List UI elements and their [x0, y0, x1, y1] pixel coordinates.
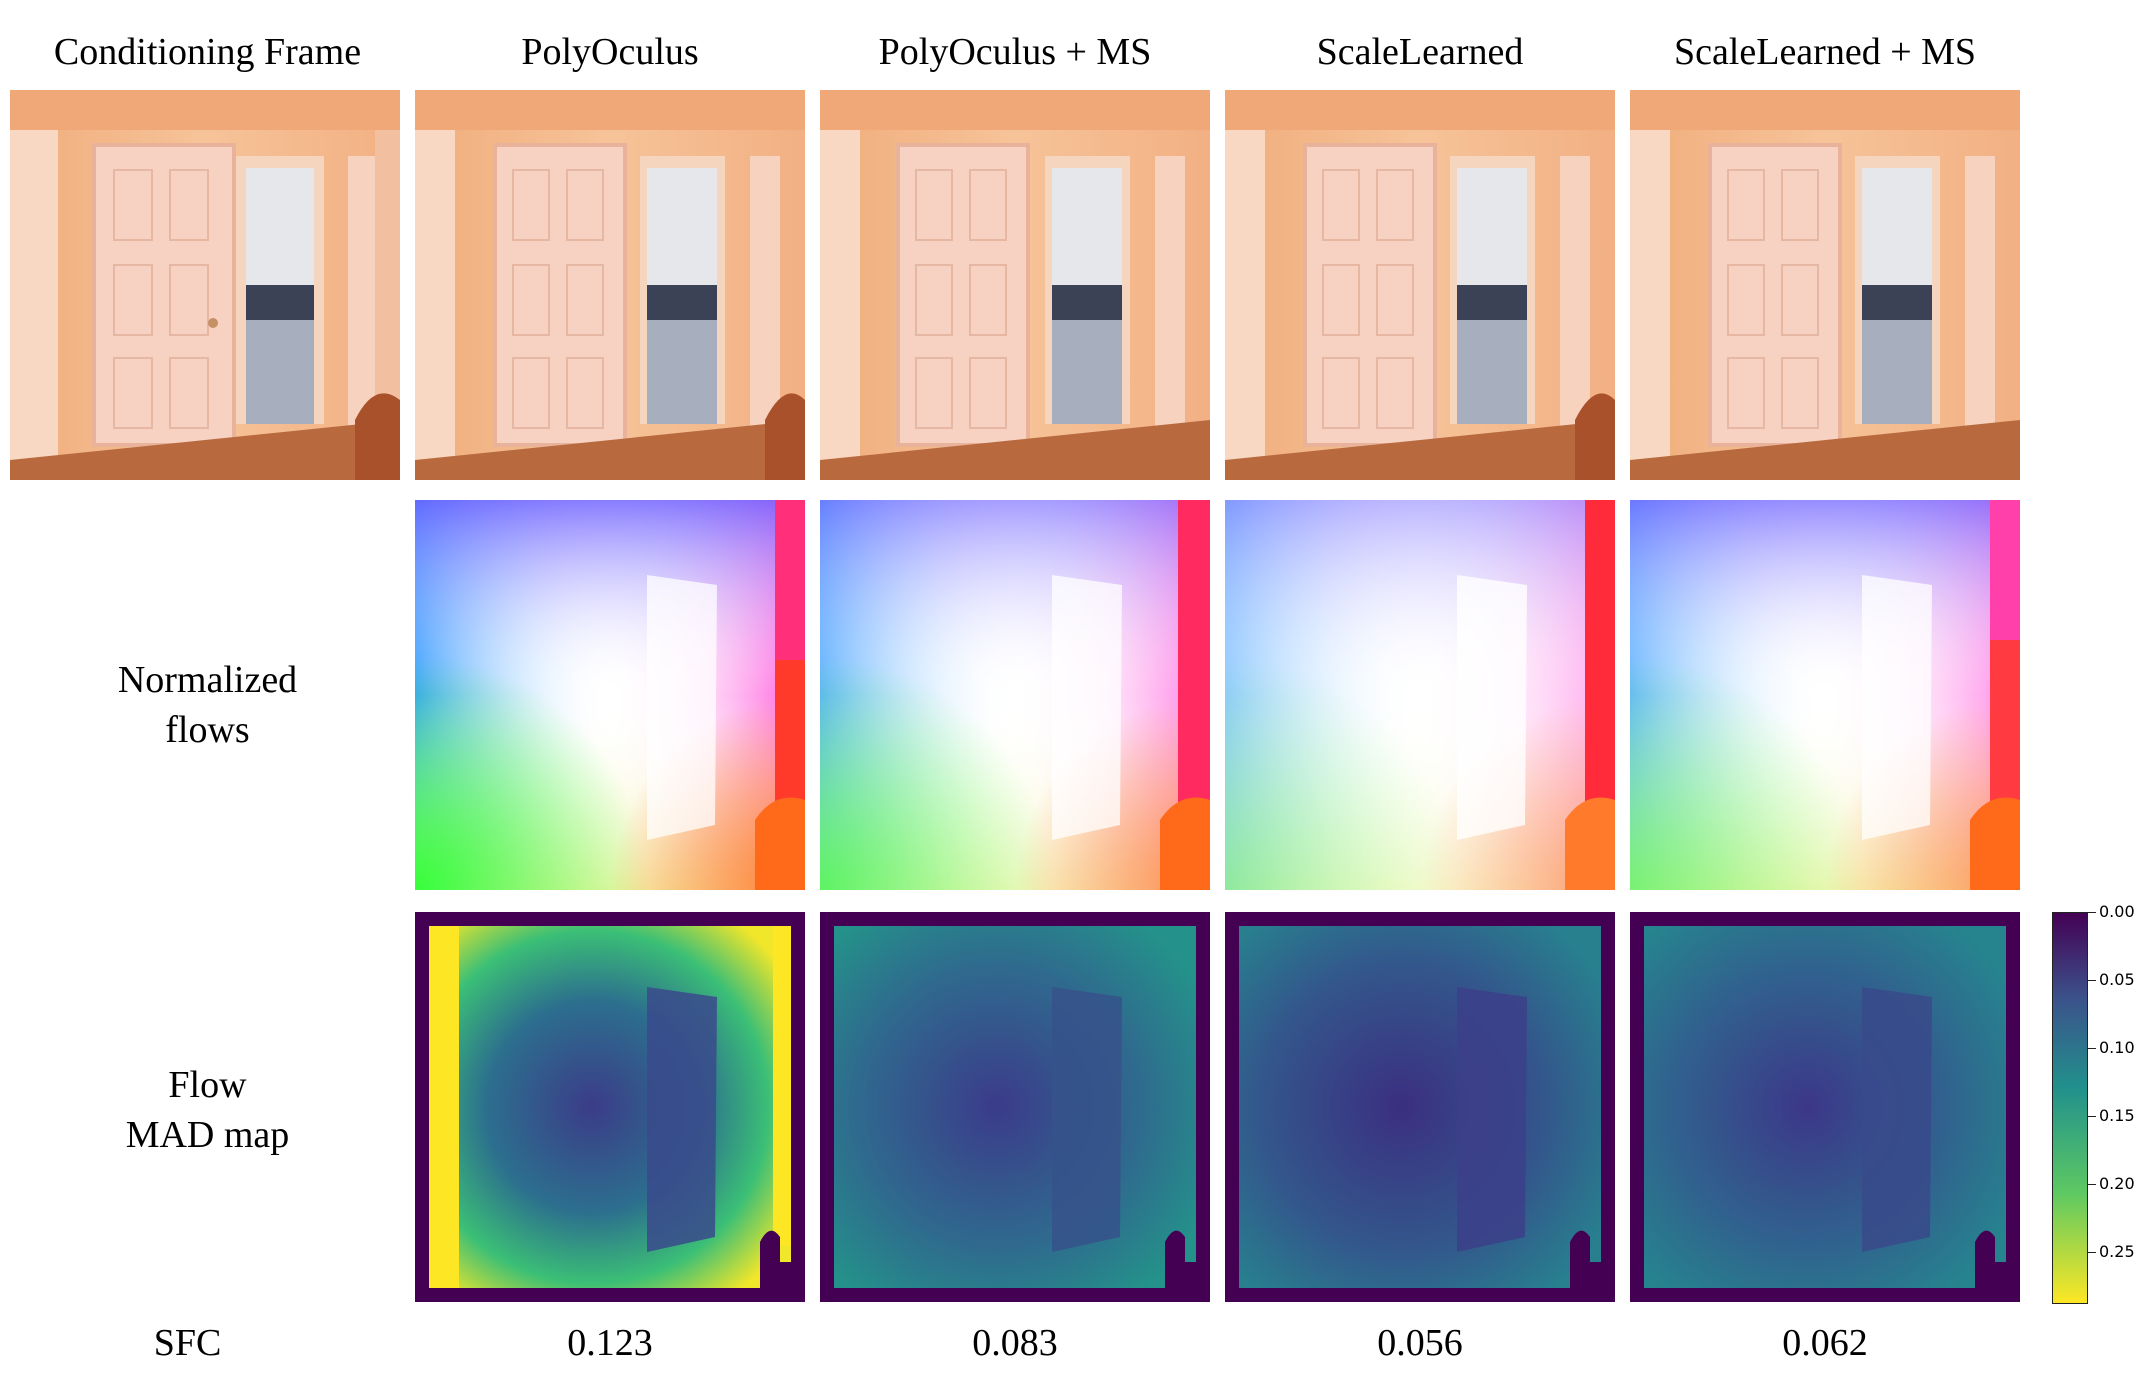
colorbar-tick	[2088, 1184, 2096, 1185]
sfc-polyoculus-ms: 0.083	[972, 1322, 1058, 1364]
header-scalelearned: ScaleLearned	[1316, 31, 1524, 73]
row-label-flows-line1: Normalized	[117, 659, 298, 701]
header-conditioning-frame: Conditioning Frame	[53, 31, 362, 73]
sfc-polyoculus: 0.123	[567, 1322, 653, 1364]
colorbar-tick-label: 0.10	[2099, 1038, 2135, 1057]
colorbar-tick	[2088, 980, 2096, 981]
sfc-scalelearned-ms: 0.062	[1782, 1322, 1868, 1364]
scalelearned-ms-frame-image	[1630, 90, 2020, 480]
colorbar-tick-label: 0.20	[2099, 1174, 2135, 1193]
row-label-flow-mad-map: Flow MAD map	[10, 1060, 405, 1160]
row-label-flows-line2: flows	[165, 709, 250, 751]
scalelearned-ms-flow-image	[1630, 500, 2020, 890]
colorbar-tick-label: 0.05	[2099, 970, 2135, 989]
polyoculus-mad-map	[415, 912, 805, 1302]
colorbar-tick	[2088, 912, 2096, 913]
scalelearned-frame-image	[1225, 90, 1615, 480]
colorbar-tick	[2088, 1048, 2096, 1049]
polyoculus-ms-mad-map	[820, 912, 1210, 1302]
polyoculus-ms-frame-image	[820, 90, 1210, 480]
colorbar-tick-label: 0.00	[2099, 902, 2135, 921]
row-label-mad-line1: Flow	[168, 1064, 247, 1106]
mad-colorbar	[2052, 912, 2088, 1304]
polyoculus-flow-image	[415, 500, 805, 890]
header-scalelearned-ms: ScaleLearned + MS	[1673, 31, 1977, 73]
header-polyoculus-ms: PolyOculus + MS	[878, 31, 1152, 73]
row-label-normalized-flows: Normalized flows	[10, 655, 405, 755]
colorbar-tick	[2088, 1252, 2096, 1253]
row-label-sfc: SFC	[153, 1322, 222, 1364]
scalelearned-flow-image	[1225, 500, 1615, 890]
scalelearned-mad-map	[1225, 912, 1615, 1302]
polyoculus-ms-flow-image	[820, 500, 1210, 890]
conditioning-frame-image	[10, 90, 400, 480]
header-polyoculus: PolyOculus	[521, 31, 699, 73]
scalelearned-ms-mad-map	[1630, 912, 2020, 1302]
polyoculus-frame-image	[415, 90, 805, 480]
colorbar-tick-label: 0.15	[2099, 1106, 2135, 1125]
sfc-scalelearned: 0.056	[1377, 1322, 1463, 1364]
colorbar-tick	[2088, 1116, 2096, 1117]
colorbar-tick-label: 0.25	[2099, 1242, 2135, 1261]
row-label-mad-line2: MAD map	[125, 1114, 290, 1156]
